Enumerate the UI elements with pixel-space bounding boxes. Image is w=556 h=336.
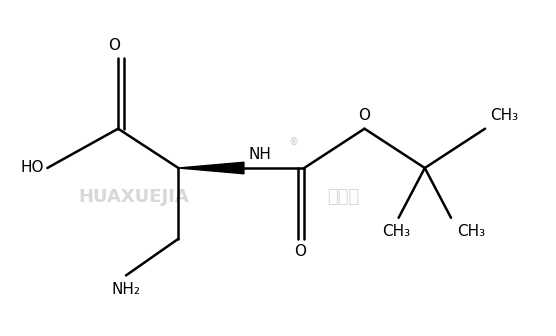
Text: CH₃: CH₃ — [457, 224, 485, 239]
Text: NH₂: NH₂ — [111, 282, 141, 297]
Text: O: O — [108, 38, 121, 53]
Text: CH₃: CH₃ — [490, 109, 518, 123]
Text: ®: ® — [289, 137, 299, 147]
Text: 化学加: 化学加 — [327, 188, 360, 206]
Text: HUAXUEJIA: HUAXUEJIA — [78, 188, 189, 206]
Text: O: O — [359, 109, 370, 123]
Text: O: O — [295, 244, 306, 259]
Text: HO: HO — [20, 161, 44, 175]
Text: NH: NH — [248, 147, 271, 162]
Text: CH₃: CH₃ — [382, 224, 410, 239]
Polygon shape — [178, 162, 244, 174]
